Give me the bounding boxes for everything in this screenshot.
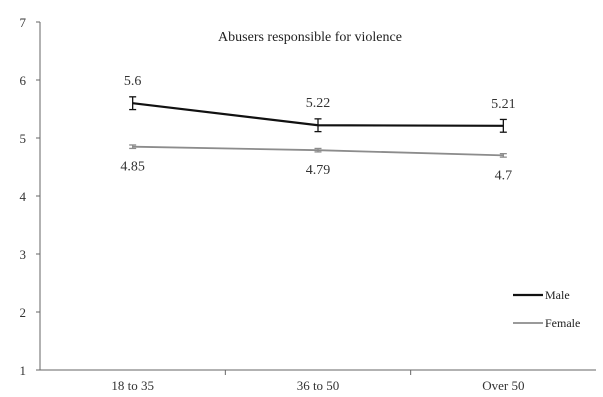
- y-tick-label: 4: [20, 189, 27, 204]
- x-tick-label: 18 to 35: [111, 378, 154, 393]
- x-axis-ticks: 18 to 35 36 to 50 Over 50: [111, 370, 524, 393]
- legend-label-female: Female: [545, 316, 580, 330]
- error-bar: [499, 153, 507, 158]
- y-axis-ticks: 1 2 3 4 5 6 7: [20, 15, 40, 378]
- y-tick-label: 7: [20, 15, 27, 30]
- data-label: 4.85: [120, 160, 145, 175]
- error-bar: [314, 118, 322, 133]
- data-label: 4.79: [306, 163, 331, 178]
- data-label: 5.21: [491, 97, 516, 112]
- error-bar: [129, 144, 137, 150]
- legend-label-male: Male: [545, 288, 570, 302]
- y-tick-label: 2: [20, 305, 27, 320]
- series-female: 4.85 4.79 4.7: [120, 144, 513, 183]
- y-tick-label: 5: [20, 131, 27, 146]
- legend: Male Female: [513, 288, 580, 330]
- error-bar: [129, 96, 137, 111]
- data-label: 5.6: [124, 74, 142, 89]
- y-tick-label: 1: [20, 363, 27, 378]
- x-tick-label: 36 to 50: [297, 378, 340, 393]
- chart-title: Abusers responsible for violence: [218, 30, 402, 45]
- data-label: 5.22: [306, 96, 331, 111]
- error-bar: [314, 147, 322, 153]
- y-tick-label: 3: [20, 247, 27, 262]
- data-label: 4.7: [495, 168, 513, 183]
- error-bar: [499, 118, 507, 133]
- x-tick-label: Over 50: [482, 378, 524, 393]
- series-layer: 5.6 5.22 5.21 4.85 4.79 4.7: [120, 74, 515, 183]
- series-male: 5.6 5.22 5.21: [124, 74, 516, 133]
- y-tick-label: 6: [20, 73, 27, 88]
